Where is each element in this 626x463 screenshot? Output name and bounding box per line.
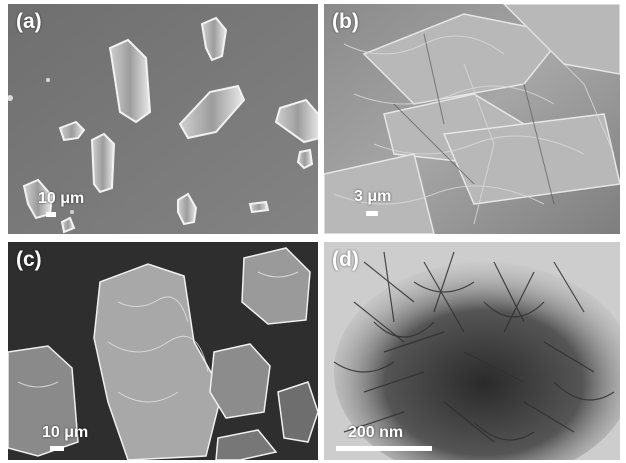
panel-a: (a) 10 μm [8, 4, 318, 234]
scale-text-a: 10 μm [38, 190, 85, 207]
scale-bar-d [336, 446, 432, 451]
scale-bar-b [366, 211, 378, 216]
panel-b: (b) 3 μm [324, 4, 620, 234]
panel-c: (c) 10 μm [8, 242, 318, 460]
tem-image-d [324, 242, 620, 460]
panel-d: (d) 200 nm [324, 242, 620, 460]
panel-label-a: (a) [16, 10, 42, 33]
sem-image-c [8, 242, 318, 460]
panel-label-d: (d) [332, 248, 359, 271]
sem-image-b [324, 4, 620, 234]
panel-label-c: (c) [16, 248, 42, 271]
scale-text-c: 10 μm [42, 424, 89, 441]
scale-bar-a [46, 212, 56, 217]
scale-text-d: 200 nm [348, 424, 404, 441]
sem-image-a [8, 4, 318, 234]
panel-label-b: (b) [332, 10, 359, 33]
scale-text-b: 3 μm [354, 188, 392, 205]
scale-bar-c [50, 446, 64, 451]
